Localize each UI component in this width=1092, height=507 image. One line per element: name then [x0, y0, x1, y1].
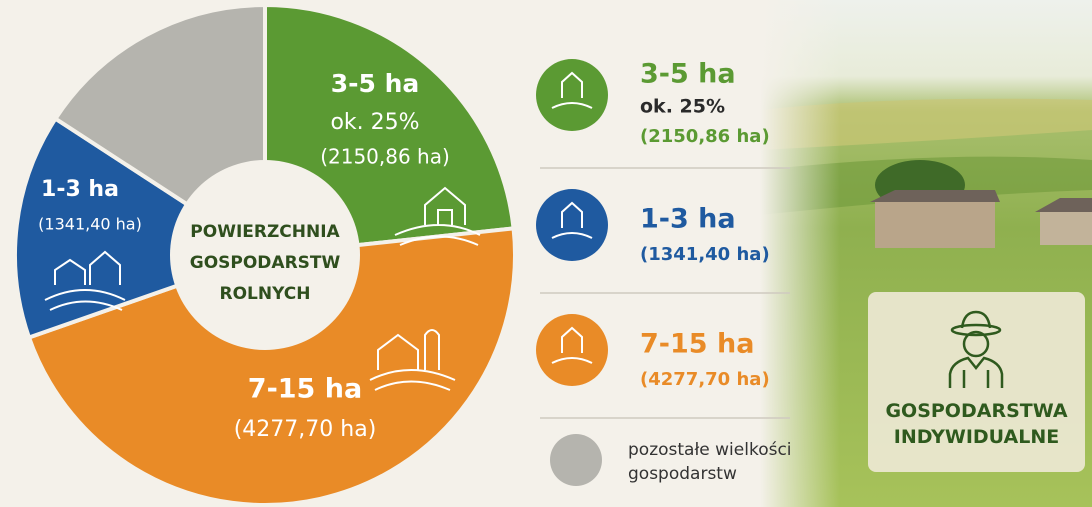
legend-icons [536, 59, 608, 486]
slice-name: 3-5 ha [331, 69, 420, 98]
legend-value-label: (4277,70 ha) [640, 369, 770, 390]
center-label: ROLNYCH [219, 284, 310, 304]
legend-value-label: (2150,86 ha) [640, 126, 770, 147]
farmer-icon [868, 292, 1085, 392]
slice-value-label: (2150,86 ha) [320, 145, 450, 169]
legend-name: pozostałe wielkości gospodarstw [628, 438, 828, 486]
legend-value-label: (1341,40 ha) [640, 244, 770, 265]
slice-name: 7-15 ha [248, 374, 362, 405]
badge: GOSPODARSTWA INDYWIDUALNE [868, 292, 1085, 472]
center-label: POWIERZCHNIA [190, 222, 340, 242]
legend-name: 1-3 ha [640, 204, 736, 235]
legend-name: 7-15 ha [640, 329, 754, 360]
slice-value-label: (1341,40 ha) [38, 215, 142, 234]
slice-name: 1-3 ha [41, 177, 119, 202]
page: {"chart_data": { "type": "pie", "center_… [0, 0, 1092, 507]
legend-note: ok. 25% [640, 96, 725, 118]
slice-note: ok. 25% [330, 110, 419, 135]
center-label: GOSPODARSTW [190, 253, 341, 273]
badge-text: GOSPODARSTWA INDYWIDUALNE [868, 398, 1085, 450]
slice-value-label: (4277,70 ha) [234, 417, 377, 442]
legend-name: 3-5 ha [640, 59, 736, 90]
